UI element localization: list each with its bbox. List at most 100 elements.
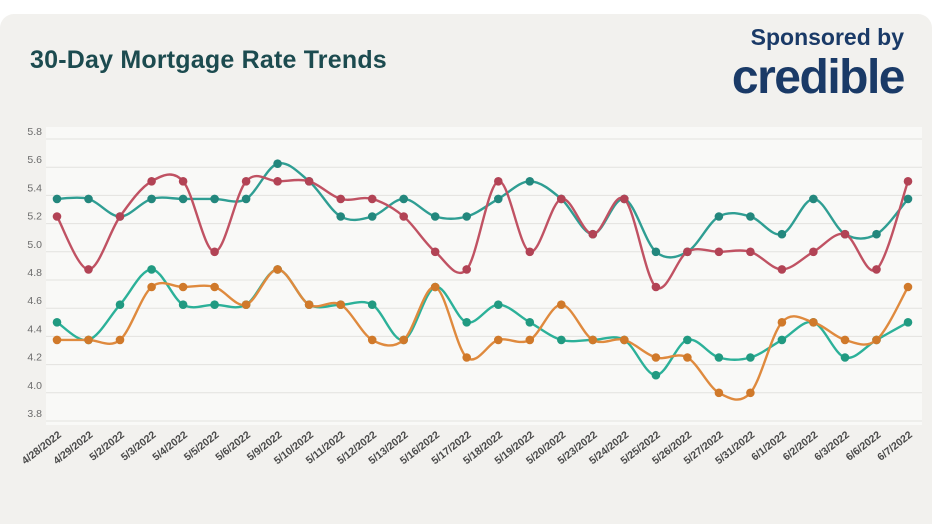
data-point-red-5/26/2022 [683,247,692,257]
data-point-orange-4/29/2022 [84,335,93,345]
data-point-red-5/13/2022 [399,212,409,221]
data-point-teal-upper-6/1/2022 [777,229,787,239]
data-point-orange-5/16/2022 [430,282,440,292]
plot-area [46,127,922,425]
data-point-orange-6/7/2022 [903,282,913,292]
y-axis-label: 5.2 [27,211,42,223]
data-point-teal-lower-5/25/2022 [651,370,661,380]
data-point-red-5/25/2022 [651,282,661,292]
data-point-teal-upper-6/7/2022 [903,194,913,204]
y-axis-label: 4.0 [27,380,42,392]
data-point-teal-lower-5/20/2022 [557,335,566,345]
credible-logo: credible [731,51,906,104]
data-point-red-5/20/2022 [557,194,566,204]
data-point-orange-5/4/2022 [178,282,188,292]
page-title: 30-Day Mortgage Rate Trends [30,46,387,74]
data-point-teal-upper-4/29/2022 [84,194,93,204]
data-point-red-5/9/2022 [273,177,282,186]
data-point-red-6/1/2022 [777,265,787,274]
data-point-red-5/17/2022 [462,265,472,274]
data-point-teal-lower-5/3/2022 [147,265,156,274]
x-axis-label: 6/7/2022 [875,429,915,464]
data-point-red-5/16/2022 [430,247,440,257]
y-axis-label: 5.4 [27,182,42,194]
data-point-teal-lower-6/1/2022 [777,335,787,345]
data-point-orange-5/31/2022 [746,388,755,398]
data-point-orange-5/9/2022 [273,265,282,274]
data-point-orange-6/3/2022 [840,335,850,345]
data-point-red-5/12/2022 [367,194,377,204]
data-point-teal-lower-5/18/2022 [494,300,503,310]
data-point-red-6/3/2022 [840,229,850,239]
series-line-orange [55,268,910,401]
data-point-teal-lower-6/3/2022 [840,353,850,362]
data-point-red-5/18/2022 [494,177,503,186]
data-point-teal-lower-5/5/2022 [210,300,219,310]
data-point-teal-lower-5/31/2022 [746,353,755,362]
data-point-teal-upper-5/12/2022 [367,212,377,221]
sponsor-block: Sponsored by credible [731,24,906,104]
data-point-orange-6/2/2022 [809,318,818,327]
data-point-red-5/23/2022 [588,229,598,239]
data-point-red-6/7/2022 [903,177,913,186]
y-axis-label: 4.6 [27,295,42,307]
data-point-orange-4/28/2022 [52,335,62,345]
data-point-orange-5/18/2022 [494,335,503,345]
data-point-red-5/4/2022 [178,177,188,186]
data-point-orange-6/1/2022 [777,318,787,327]
data-point-red-5/24/2022 [620,194,629,204]
data-point-red-4/28/2022 [52,212,62,221]
data-point-teal-upper-5/27/2022 [714,212,724,221]
data-point-red-6/6/2022 [872,265,881,274]
data-point-orange-5/24/2022 [620,335,629,345]
data-point-red-5/5/2022 [210,247,219,257]
data-point-teal-lower-5/12/2022 [367,300,377,310]
data-point-orange-5/23/2022 [588,335,598,345]
y-axis-label: 4.2 [27,352,42,364]
data-point-teal-lower-5/27/2022 [714,353,724,362]
data-point-red-5/19/2022 [525,247,535,257]
data-point-teal-upper-5/31/2022 [746,212,755,221]
data-point-orange-5/11/2022 [336,300,346,310]
data-point-red-5/3/2022 [147,177,156,186]
y-axis-label: 5.6 [27,154,42,166]
data-point-orange-5/3/2022 [147,282,156,292]
data-point-orange-5/27/2022 [714,388,724,398]
data-point-teal-upper-5/17/2022 [462,212,472,221]
data-point-teal-upper-5/18/2022 [494,194,503,204]
data-point-orange-5/19/2022 [525,335,535,345]
series-line-red [55,173,910,290]
data-point-red-5/6/2022 [241,177,251,186]
data-point-orange-6/6/2022 [872,335,881,345]
y-axis-label: 4.8 [27,267,42,279]
series-line-teal-upper [55,162,910,259]
data-point-teal-lower-5/2/2022 [115,300,125,310]
series-line-teal-lower [55,268,910,377]
data-point-teal-upper-5/5/2022 [210,194,219,204]
data-point-teal-upper-5/16/2022 [430,212,440,221]
data-point-teal-upper-5/11/2022 [336,212,346,221]
data-point-teal-lower-5/19/2022 [525,318,535,327]
data-point-red-6/2/2022 [809,247,818,257]
data-point-red-5/27/2022 [714,247,724,257]
data-point-orange-5/2/2022 [115,335,125,345]
data-point-red-5/10/2022 [304,177,314,186]
sponsored-by-label: Sponsored by [750,24,904,50]
data-point-teal-upper-5/3/2022 [147,194,156,204]
data-point-teal-upper-4/28/2022 [52,194,62,204]
data-point-teal-upper-6/2/2022 [809,194,818,204]
data-point-orange-5/6/2022 [241,300,251,310]
data-point-red-5/2/2022 [115,212,125,221]
data-point-teal-lower-6/7/2022 [903,318,913,327]
data-point-orange-5/25/2022 [651,353,661,362]
data-point-teal-upper-5/19/2022 [525,177,535,186]
data-point-orange-5/17/2022 [462,353,472,362]
data-point-teal-lower-4/28/2022 [52,318,62,327]
y-axis-label: 5.0 [27,239,42,251]
data-point-orange-5/5/2022 [210,282,219,292]
data-point-teal-upper-5/6/2022 [241,194,251,204]
data-point-teal-upper-5/25/2022 [651,247,661,257]
data-point-teal-lower-5/4/2022 [178,300,188,310]
data-point-orange-5/26/2022 [683,353,692,362]
